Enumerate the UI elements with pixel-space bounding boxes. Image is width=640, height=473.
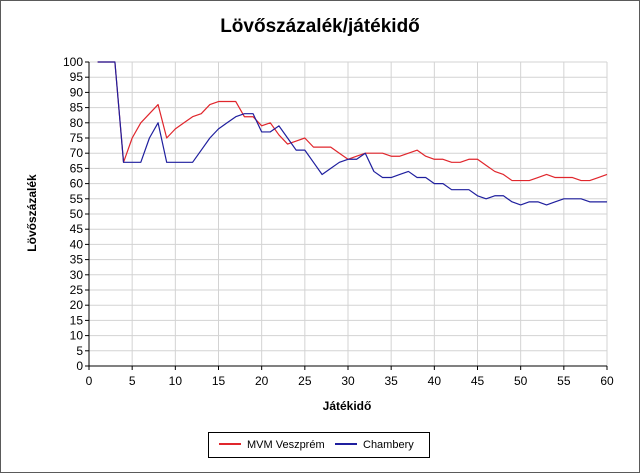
x-tick-label: 25 [298,374,312,388]
axes: 0510152025303540455055606570758085909510… [63,55,614,388]
y-tick-label: 80 [70,116,84,130]
y-tick-label: 30 [70,268,84,282]
y-tick-label: 50 [70,207,84,221]
x-tick-label: 55 [557,374,571,388]
y-tick-label: 25 [70,283,84,297]
x-tick-label: 5 [129,374,136,388]
legend-label-series-1: MVM Veszprém [247,439,325,451]
y-tick-label: 55 [70,192,84,206]
series-lines [97,61,608,206]
x-tick-label: 15 [212,374,226,388]
y-tick-label: 85 [70,101,84,115]
y-tick-label: 60 [70,177,84,191]
y-tick-label: 100 [63,55,83,69]
legend: MVM Veszprém Chambery [208,432,430,458]
x-tick-label: 0 [86,374,93,388]
y-tick-label: 15 [70,313,84,327]
y-tick-label: 65 [70,161,84,175]
series-line-2 [97,61,607,206]
y-tick-label: 95 [70,70,84,84]
x-tick-label: 35 [384,374,398,388]
y-tick-label: 40 [70,237,84,251]
legend-label-series-2: Chambery [363,439,414,451]
y-tick-label: 5 [76,344,83,358]
y-axis-title: Lövőszázalék [25,174,39,252]
x-tick-label: 45 [471,374,485,388]
x-tick-label: 20 [255,374,269,388]
legend-item-series-2: Chambery [335,438,414,452]
y-tick-label: 75 [70,131,84,145]
legend-item-series-1: MVM Veszprém [219,438,325,452]
y-tick-label: 0 [76,359,83,373]
y-tick-label: 10 [70,329,84,343]
y-tick-label: 90 [70,85,84,99]
x-tick-label: 10 [169,374,183,388]
grid [89,61,608,366]
legend-swatch-series-1 [219,443,241,446]
y-tick-label: 35 [70,253,84,267]
chart-title: Lövőszázalék/játékidő [220,16,420,37]
x-tick-label: 30 [341,374,355,388]
x-tick-label: 50 [514,374,528,388]
y-tick-label: 20 [70,298,84,312]
y-tick-label: 70 [70,146,84,160]
y-tick-label: 45 [70,222,84,236]
x-tick-label: 40 [428,374,442,388]
legend-swatch-series-2 [335,443,357,446]
x-tick-label: 60 [600,374,614,388]
x-axis-title: Játékidő [323,399,372,413]
series-line-1 [97,61,608,182]
